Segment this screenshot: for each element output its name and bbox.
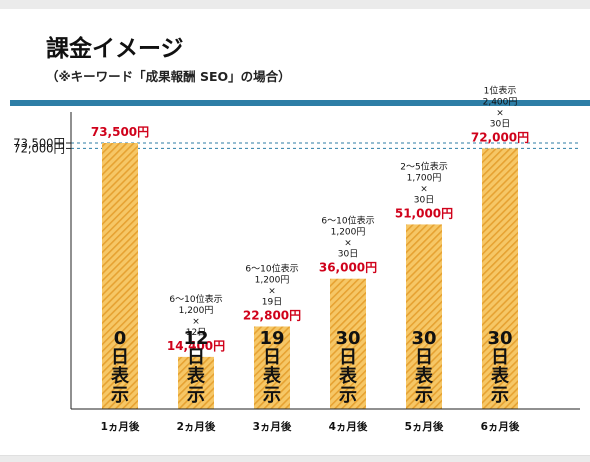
bar-annotation-2-3: 19日 — [262, 296, 282, 307]
bar-annotation-5-1: 2,400円 — [483, 96, 518, 107]
bar-3 — [330, 278, 366, 409]
bar-inner-label-0-2: 表 — [111, 365, 130, 387]
bar-inner-label-5-1: 日 — [491, 347, 509, 368]
bar-annotation-2-2: × — [268, 286, 276, 296]
bar-value-label-3: 36,000円 — [319, 261, 377, 275]
bar-annotation-3-2: × — [344, 239, 352, 249]
bar-annotation-4-3: 30日 — [414, 194, 434, 205]
x-tick-label-2: 3ヵ月後 — [253, 420, 292, 433]
x-tick-label-3: 4ヵ月後 — [329, 420, 368, 433]
bar-value-label-4: 51,000円 — [395, 206, 453, 220]
bar-annotation-4-0: 2〜5位表示 — [400, 160, 447, 172]
bar-annotation-5-3: 30日 — [490, 118, 510, 129]
x-tick-label-4: 5ヵ月後 — [405, 420, 444, 433]
bar-annotation-3-1: 1,200円 — [331, 227, 366, 238]
x-tick-label-0: 1ヵ月後 — [101, 420, 140, 433]
bar-inner-label-4-0: 30 — [411, 328, 436, 349]
bar-inner-label-1-3: 示 — [187, 385, 205, 406]
bar-inner-label-5-2: 表 — [491, 365, 510, 387]
bar-annotation-4-2: × — [420, 184, 428, 194]
bar-inner-label-0-3: 示 — [111, 385, 129, 406]
bar-inner-label-2-2: 表 — [263, 365, 282, 387]
bar-annotation-1-1: 1,200円 — [179, 305, 214, 316]
bar-2 — [254, 326, 290, 409]
x-tick-label-1: 2ヵ月後 — [177, 420, 216, 433]
bar-inner-label-1-0: 12 — [183, 328, 208, 349]
bar-annotation-1-2: × — [192, 317, 200, 327]
bar-inner-label-1-1: 日 — [187, 347, 205, 368]
bar-annotation-3-0: 6〜10位表示 — [321, 215, 374, 227]
bar-inner-label-3-0: 30 — [335, 328, 360, 349]
bar-annotation-3-3: 30日 — [338, 249, 358, 260]
bar-value-label-5: 72,000円 — [471, 130, 529, 144]
bar-value-label-1: 14,400円 — [167, 339, 225, 353]
bar-inner-label-5-0: 30 — [487, 328, 512, 349]
bar-annotation-4-1: 1,700円 — [407, 172, 442, 183]
bar-annotation-2-0: 6〜10位表示 — [245, 262, 298, 274]
bar-inner-label-2-0: 19 — [259, 328, 284, 349]
bar-inner-label-3-2: 表 — [339, 365, 358, 387]
bar-inner-label-4-1: 日 — [415, 347, 433, 368]
bar-inner-label-1-2: 表 — [187, 365, 206, 387]
bar-inner-label-3-3: 示 — [339, 385, 357, 406]
bar-inner-label-0-0: 0 — [114, 328, 127, 349]
y-tick-label-1: 72,000円 — [13, 141, 65, 155]
chart-title: 課金イメージ — [46, 36, 184, 62]
bar-annotation-5-0: 1位表示 — [484, 84, 517, 96]
bar-4 — [406, 224, 442, 409]
chart-subtitle: （※キーワード「成果報酬 SEO」の場合） — [46, 69, 291, 84]
bar-inner-label-4-2: 表 — [415, 365, 434, 387]
bar-inner-label-5-3: 示 — [491, 385, 509, 406]
y-tick-label-0: 73,500円 — [13, 136, 65, 150]
header-divider-bar — [10, 100, 590, 106]
bar-inner-label-0-1: 日 — [111, 347, 129, 368]
bar-annotation-1-3: 12日 — [186, 327, 206, 338]
bar-inner-label-2-3: 示 — [263, 385, 281, 406]
bar-0 — [102, 143, 138, 409]
bar-5 — [482, 148, 518, 409]
bar-annotation-1-0: 6〜10位表示 — [169, 293, 222, 305]
bar-annotation-5-2: × — [496, 108, 504, 118]
bar-annotation-2-1: 1,200円 — [255, 274, 290, 285]
bar-1 — [178, 356, 214, 409]
bar-inner-label-3-1: 日 — [339, 347, 357, 368]
bar-value-label-2: 22,800円 — [243, 308, 301, 322]
x-tick-label-5: 6ヵ月後 — [481, 420, 520, 433]
bar-inner-label-2-1: 日 — [263, 347, 281, 368]
bar-inner-label-4-3: 示 — [415, 385, 433, 406]
bar-value-label-0: 73,500円 — [91, 125, 149, 139]
